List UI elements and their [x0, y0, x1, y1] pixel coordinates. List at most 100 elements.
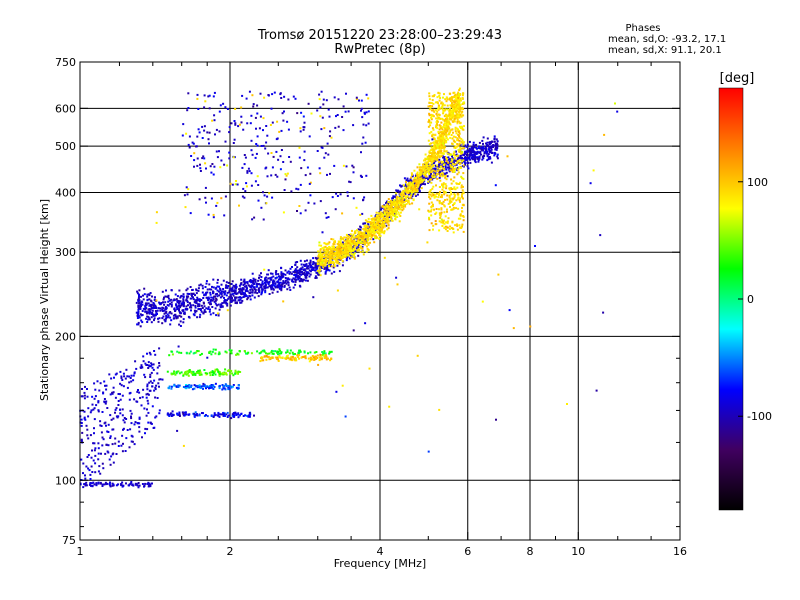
echo-point — [225, 284, 228, 287]
echo-point — [369, 234, 372, 237]
echo-point — [200, 352, 203, 355]
echo-point — [384, 225, 386, 228]
echo-point — [444, 131, 447, 134]
echo-point — [453, 159, 456, 162]
echo-point — [405, 203, 408, 205]
echo-point — [260, 350, 263, 353]
echo-point — [454, 99, 456, 102]
echo-point — [452, 120, 455, 123]
echo-point — [441, 203, 444, 205]
echo-point — [454, 116, 457, 119]
echo-point — [231, 183, 234, 186]
echo-point — [280, 273, 283, 275]
echo-point — [228, 291, 231, 294]
echo-point — [462, 128, 465, 131]
echo-point — [446, 128, 448, 131]
echo-point — [210, 197, 213, 200]
echo-point — [493, 140, 496, 143]
echo-point — [405, 181, 407, 184]
echo-point — [323, 267, 326, 270]
echo-point — [240, 278, 243, 281]
echo-point — [353, 243, 356, 246]
echo-point — [384, 208, 387, 211]
echo-point — [405, 188, 408, 191]
echo-point — [361, 235, 364, 238]
echo-point — [448, 118, 451, 121]
echo-point — [446, 220, 449, 223]
echo-point — [439, 150, 442, 153]
echo-point — [309, 265, 312, 268]
echo-point — [165, 317, 167, 320]
echo-point — [205, 387, 207, 390]
echo-point — [224, 290, 227, 293]
echo-point — [416, 190, 418, 193]
echo-point — [456, 120, 459, 123]
echo-point — [436, 147, 439, 150]
echo-point — [209, 313, 212, 316]
echo-point — [431, 105, 434, 108]
echo-point — [416, 189, 419, 192]
echo-point — [434, 133, 437, 136]
echo-point — [359, 230, 362, 233]
echo-point — [435, 147, 438, 150]
echo-point — [363, 227, 366, 230]
echo-point — [240, 296, 243, 299]
echo-point — [237, 296, 240, 299]
echo-point — [383, 217, 386, 220]
echo-point — [444, 150, 447, 153]
echo-point — [432, 205, 434, 208]
echo-point — [140, 319, 143, 322]
echo-point — [283, 284, 286, 287]
echo-point — [214, 413, 217, 416]
echo-point — [381, 225, 384, 228]
echo-point — [179, 296, 182, 299]
echo-point — [194, 374, 197, 376]
echo-point — [188, 386, 191, 389]
echo-point — [430, 118, 433, 121]
echo-point — [464, 150, 467, 153]
echo-point — [274, 277, 277, 280]
echo-point — [363, 231, 366, 234]
echo-point — [431, 174, 434, 177]
echo-point — [251, 288, 254, 291]
echo-point — [441, 128, 444, 131]
echo-point — [438, 229, 441, 232]
echo-point — [350, 253, 353, 256]
echo-point — [365, 174, 368, 177]
echo-point — [196, 296, 199, 299]
echo-point — [234, 369, 237, 372]
echo-point — [442, 182, 445, 185]
echo-point — [428, 92, 431, 95]
echo-point — [410, 176, 413, 179]
echo-point — [456, 113, 458, 116]
echo-point — [449, 104, 452, 107]
echo-point — [206, 291, 209, 294]
echo-point — [353, 257, 356, 260]
echo-point — [190, 309, 192, 312]
echo-point — [213, 165, 216, 168]
echo-point — [436, 164, 439, 167]
echo-point — [428, 229, 431, 232]
echo-point — [200, 385, 203, 388]
echo-point — [402, 197, 405, 200]
echo-point — [141, 314, 144, 316]
echo-point — [431, 148, 434, 151]
echo-point — [411, 202, 414, 205]
echo-point — [485, 150, 488, 153]
echo-point — [261, 280, 264, 283]
echo-point — [336, 255, 339, 258]
echo-point — [338, 249, 341, 252]
echo-point — [425, 158, 428, 161]
echo-point — [225, 285, 228, 288]
echo-point — [214, 133, 216, 136]
echo-point — [316, 150, 319, 152]
echo-point — [404, 204, 407, 207]
echo-point — [272, 283, 275, 286]
echo-point — [323, 242, 326, 245]
echo-point — [152, 313, 155, 316]
echo-point — [279, 93, 282, 96]
echo-point — [179, 295, 182, 298]
echo-point — [392, 210, 395, 213]
echo-point — [144, 308, 147, 311]
echo-point — [195, 300, 198, 303]
